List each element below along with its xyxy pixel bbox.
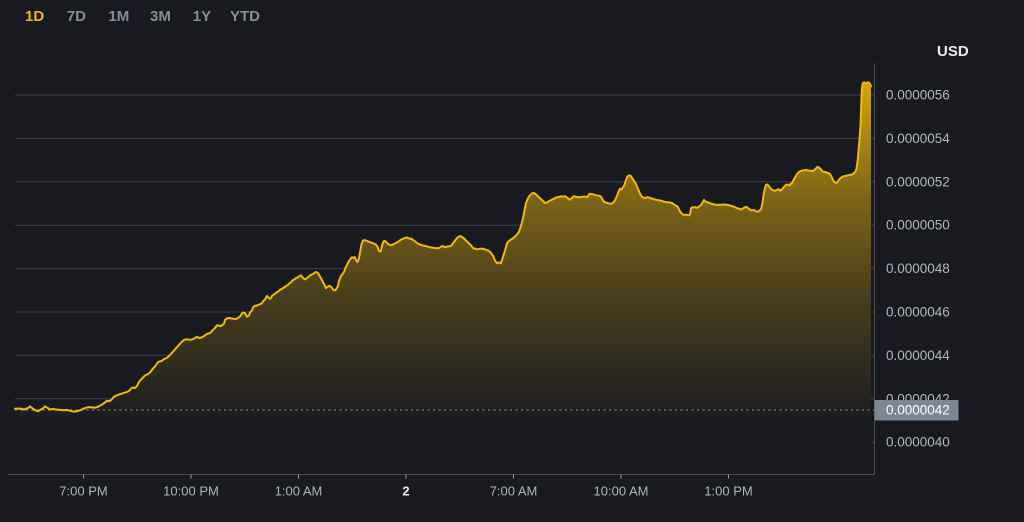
svg-text:0.0000046: 0.0000046 <box>886 305 950 320</box>
svg-text:0.0000056: 0.0000056 <box>886 88 950 103</box>
svg-text:10:00 AM: 10:00 AM <box>594 484 649 499</box>
svg-text:USD: USD <box>937 43 969 60</box>
svg-text:0.0000044: 0.0000044 <box>886 348 950 363</box>
svg-text:0.0000048: 0.0000048 <box>886 261 950 276</box>
svg-text:10:00 PM: 10:00 PM <box>163 484 219 499</box>
svg-text:0.0000050: 0.0000050 <box>886 218 950 233</box>
svg-text:1:00 PM: 1:00 PM <box>704 484 752 499</box>
svg-text:7:00 PM: 7:00 PM <box>59 484 107 499</box>
svg-text:1:00 AM: 1:00 AM <box>275 484 323 499</box>
svg-text:0.0000042: 0.0000042 <box>886 403 950 418</box>
svg-text:7:00 AM: 7:00 AM <box>490 484 538 499</box>
svg-text:0.0000054: 0.0000054 <box>886 131 950 146</box>
svg-text:2: 2 <box>402 484 409 499</box>
svg-text:0.0000040: 0.0000040 <box>886 435 950 450</box>
svg-text:0.0000052: 0.0000052 <box>886 174 950 189</box>
